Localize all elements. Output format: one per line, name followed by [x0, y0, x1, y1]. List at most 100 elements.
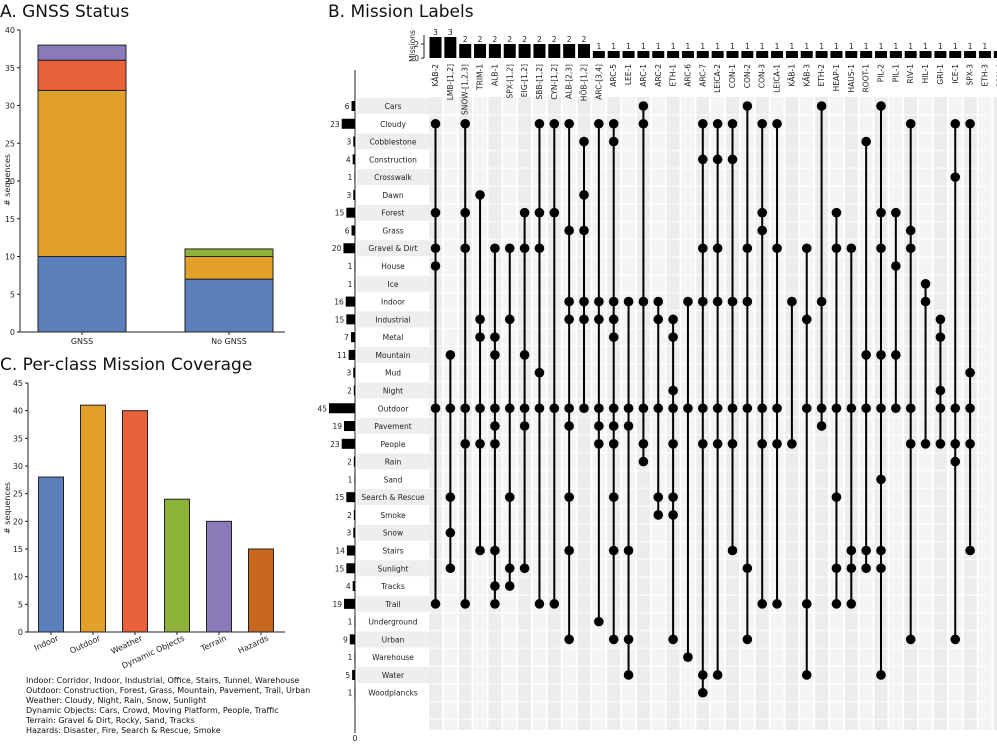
row-separator [428, 451, 988, 454]
mission-count-bar [474, 44, 487, 58]
set-size-count: 1 [348, 173, 353, 182]
membership-dot [490, 581, 500, 591]
row-separator [428, 718, 988, 721]
membership-dot [920, 296, 931, 307]
row-separator [428, 380, 988, 383]
membership-dot [594, 616, 604, 627]
set-size-bar [352, 581, 355, 592]
label-row-background [357, 631, 429, 648]
label-name: Metal [383, 333, 404, 342]
mission-name: PIL-2 [877, 64, 886, 82]
membership-dot [698, 403, 708, 414]
label-name: Mud [385, 369, 401, 378]
membership-dot [653, 296, 664, 307]
coverage-bar [122, 410, 148, 633]
mission-name: ARC-7 [698, 64, 707, 87]
mission-count-bar [934, 51, 947, 58]
coverage-x-tick-label: Terrain [199, 634, 228, 654]
membership-dot [950, 118, 961, 129]
set-size-bar [346, 314, 355, 325]
mission-count-bar [429, 37, 442, 58]
membership-dot [757, 439, 767, 449]
set-size-count: 3 [346, 138, 351, 147]
mission-name: KÄB-3 [802, 64, 811, 87]
membership-dot [504, 403, 515, 414]
membership-dot [935, 332, 946, 342]
set-size-bar [346, 563, 355, 574]
membership-dot [460, 439, 471, 449]
mission-count-bar [875, 51, 887, 58]
gnss-y-tick-label: 25 [5, 139, 15, 148]
membership-dot [727, 545, 738, 556]
set-size-count: 45 [317, 404, 327, 413]
coverage-y-tick-label: 35 [13, 434, 23, 443]
mission-count-label: 1 [686, 42, 691, 51]
membership-dot [564, 421, 574, 431]
label-name: Woodplancks [368, 689, 418, 698]
set-size-bar [345, 296, 355, 307]
row-separator [428, 220, 988, 223]
row-separator [428, 611, 988, 614]
membership-dot [727, 118, 738, 129]
set-size-bar [346, 207, 355, 218]
set-size-bar [346, 545, 355, 556]
mission-count-bar [696, 51, 709, 58]
membership-dot [594, 314, 604, 325]
mission-name: EIG-[1,2] [520, 64, 529, 97]
set-size-count: 3 [346, 191, 351, 200]
gnss-y-tick-label: 20 [5, 177, 15, 186]
label-name: Smoke [380, 511, 406, 520]
membership-dot [564, 118, 574, 129]
membership-dot [772, 118, 782, 129]
set-size-count: 5 [345, 671, 350, 680]
membership-dot [490, 403, 500, 414]
mission-name: CON-4 [995, 64, 997, 88]
membership-dot [757, 118, 767, 129]
membership-dot [594, 296, 604, 307]
membership-dot [608, 439, 619, 449]
label-row-background [357, 311, 429, 328]
membership-dot [519, 207, 530, 218]
membership-dot [668, 403, 678, 414]
mission-count-label: 2 [567, 35, 572, 44]
membership-dot [534, 243, 545, 254]
label-row-background [357, 489, 429, 506]
label-row-background [357, 453, 429, 470]
mission-name: ICE-1 [951, 64, 960, 84]
membership-dot [757, 403, 767, 414]
coverage-x-tick-label: Hazards [237, 634, 270, 656]
mission-name: ALB-1 [490, 64, 499, 86]
mission-count-label: 2 [507, 35, 512, 44]
label-name: Search & Rescue [361, 493, 425, 502]
membership-dot [861, 403, 871, 414]
membership-dot [460, 207, 471, 218]
set-size-bar [348, 349, 355, 360]
membership-dot [861, 545, 871, 556]
set-size-bar [352, 669, 355, 680]
mission-count-bar [845, 51, 858, 58]
mission-count-label: 2 [463, 35, 468, 44]
row-separator [428, 291, 988, 294]
label-name: Snow [383, 529, 403, 538]
membership-dot [668, 314, 678, 325]
mission-count-bar [904, 51, 917, 58]
mission-count-label: 1 [611, 42, 616, 51]
row-separator [428, 398, 988, 401]
membership-dot [891, 403, 901, 414]
membership-dot [534, 207, 545, 218]
label-row-background [357, 524, 429, 541]
mission-count-label: 2 [522, 35, 527, 44]
mission-column-stripe [577, 97, 591, 730]
mission-count-bar [756, 51, 769, 58]
mission-name: HÖB-[1,2] [580, 64, 589, 101]
missions-tick-label: 0 [414, 54, 419, 63]
gnss-y-tick-label: 40 [5, 26, 15, 35]
mission-count-bar [444, 37, 457, 58]
gnss-status-chart: A. GNSS Status # sequences 0 5 10 15 20 25 30 3… [0, 2, 285, 346]
label-name: Construction [369, 155, 417, 164]
label-name: Indoor [381, 298, 406, 307]
membership-dot [608, 634, 619, 645]
set-size-bar [329, 403, 355, 414]
membership-dot [846, 243, 857, 254]
